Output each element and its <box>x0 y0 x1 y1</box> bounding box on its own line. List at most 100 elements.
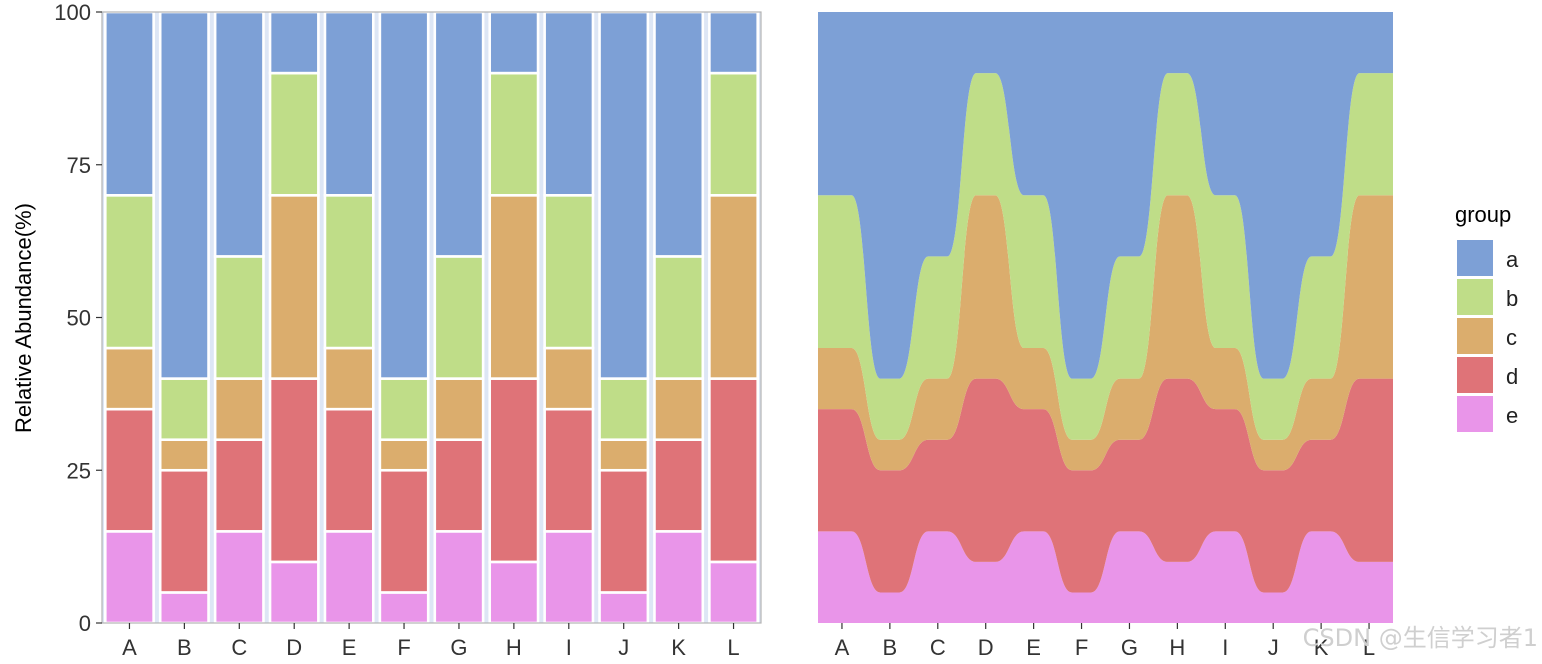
y-tick-label-50: 50 <box>67 306 91 331</box>
bar-segment-A-a <box>104 10 155 197</box>
bar-x-tick-label-J: J <box>618 635 629 660</box>
bar-segment-E-a <box>323 10 375 197</box>
bar-x-tick-label-E: E <box>342 635 357 660</box>
bar-segment-L-d <box>708 377 760 564</box>
bar-x-tick-label-L: L <box>727 635 739 660</box>
bar-x-axis: A B C D E F G H I J K L <box>122 623 740 660</box>
bar-x-tick-label-D: D <box>286 635 302 660</box>
area-x-tick-label-H: H <box>1169 635 1185 660</box>
bar-segment-H-d <box>488 377 540 564</box>
bar-segment-F-d <box>378 468 430 594</box>
bar-segment-H-e <box>488 560 540 625</box>
area-panel: A B C D E F G H I J K L <box>818 12 1393 660</box>
bar-segment-F-e <box>378 591 430 625</box>
bar-segment-B-d <box>158 468 210 594</box>
bar-segment-K-b <box>653 255 705 380</box>
legend-label-b: b <box>1506 286 1518 311</box>
y-tick-label-0: 0 <box>79 611 91 636</box>
bar-segment-H-c <box>488 194 540 380</box>
bar-segment-J-c <box>598 438 650 472</box>
bar-segment-I-d <box>543 407 595 533</box>
bar-x-tick-label-B: B <box>177 635 192 660</box>
area-marks <box>818 12 1393 623</box>
y-axis-title: Relative Abundance(%) <box>11 203 36 433</box>
bar-segment-I-e <box>543 530 595 625</box>
bar-segment-G-b <box>433 255 485 380</box>
legend-title: group <box>1455 202 1511 227</box>
bar-segment-B-e <box>158 591 210 625</box>
bar-x-tick-label-G: G <box>450 635 467 660</box>
bar-segment-I-b <box>543 194 595 350</box>
bar-segment-D-a <box>268 10 320 75</box>
legend-swatch-d <box>1457 357 1493 393</box>
bar-segment-L-b <box>708 71 760 197</box>
y-tick-label-25: 25 <box>67 458 91 483</box>
bar-x-tick-label-K: K <box>671 635 686 660</box>
area-x-tick-label-E: E <box>1026 635 1041 660</box>
area-x-axis: A B C D E F G H I J K L <box>835 623 1375 660</box>
bar-segment-A-e <box>104 530 155 625</box>
area-x-tick-label-C: C <box>930 635 946 660</box>
legend-label-a: a <box>1506 247 1519 272</box>
bar-segment-B-c <box>158 438 210 472</box>
bar-panel: 0 25 50 75 100 A B C D E F G H I J K L Relative Abundan… <box>11 0 762 660</box>
legend-swatch-b <box>1457 279 1493 315</box>
bar-segment-H-b <box>488 71 540 197</box>
legend-label-e: e <box>1506 403 1518 428</box>
area-x-tick-label-D: D <box>978 635 994 660</box>
bar-segment-A-b <box>104 194 155 350</box>
bar-segment-D-c <box>268 194 320 380</box>
watermark: CSDN @生信学习者1 <box>1303 624 1538 652</box>
bar-segment-D-b <box>268 71 320 197</box>
area-x-tick-label-G: G <box>1121 635 1138 660</box>
bar-segment-B-a <box>158 10 210 380</box>
bar-marks <box>104 10 760 625</box>
bar-segment-F-c <box>378 438 430 472</box>
bar-segment-H-a <box>488 10 540 75</box>
bar-segment-E-d <box>323 407 375 533</box>
bar-x-tick-label-H: H <box>506 635 522 660</box>
bar-segment-J-e <box>598 591 650 625</box>
bar-segment-K-e <box>653 530 705 625</box>
bar-x-tick-label-A: A <box>122 635 137 660</box>
legend-swatch-e <box>1457 396 1493 432</box>
area-x-tick-label-L: L <box>1363 635 1375 660</box>
area-layer-e <box>818 531 1393 623</box>
bar-segment-L-e <box>708 560 760 625</box>
bar-segment-F-b <box>378 377 430 442</box>
bar-segment-C-d <box>213 438 265 533</box>
bar-segment-A-c <box>104 346 155 411</box>
bar-segment-D-e <box>268 560 320 625</box>
area-x-tick-label-B: B <box>883 635 898 660</box>
bar-segment-B-b <box>158 377 210 442</box>
y-axis: 0 25 50 75 100 <box>54 0 102 636</box>
bar-x-tick-label-C: C <box>231 635 247 660</box>
area-layer-c <box>818 195 1393 471</box>
bar-segment-K-c <box>653 377 705 442</box>
bar-segment-J-b <box>598 377 650 442</box>
bar-segment-C-e <box>213 530 265 625</box>
area-layer-d <box>818 378 1393 593</box>
area-layer-a <box>818 12 1393 379</box>
bar-x-tick-label-I: I <box>566 635 572 660</box>
bar-segment-E-c <box>323 346 375 411</box>
legend-swatch-c <box>1457 318 1493 354</box>
bar-segment-I-c <box>543 346 595 411</box>
bar-segment-G-a <box>433 10 485 258</box>
bar-segment-E-e <box>323 530 375 625</box>
bar-panel-background <box>102 12 761 623</box>
area-x-tick-label-J: J <box>1268 635 1279 660</box>
area-x-tick-label-F: F <box>1075 635 1088 660</box>
bar-segment-C-b <box>213 255 265 380</box>
bar-segment-J-d <box>598 468 650 594</box>
bar-segment-L-c <box>708 194 760 380</box>
bar-segment-E-b <box>323 194 375 350</box>
legend-label-c: c <box>1506 325 1517 350</box>
bar-segment-C-a <box>213 10 265 258</box>
bar-segment-K-d <box>653 438 705 533</box>
bar-segment-G-e <box>433 530 485 625</box>
area-x-tick-label-A: A <box>835 635 850 660</box>
legend-label-d: d <box>1506 364 1518 389</box>
y-tick-label-75: 75 <box>67 153 91 178</box>
